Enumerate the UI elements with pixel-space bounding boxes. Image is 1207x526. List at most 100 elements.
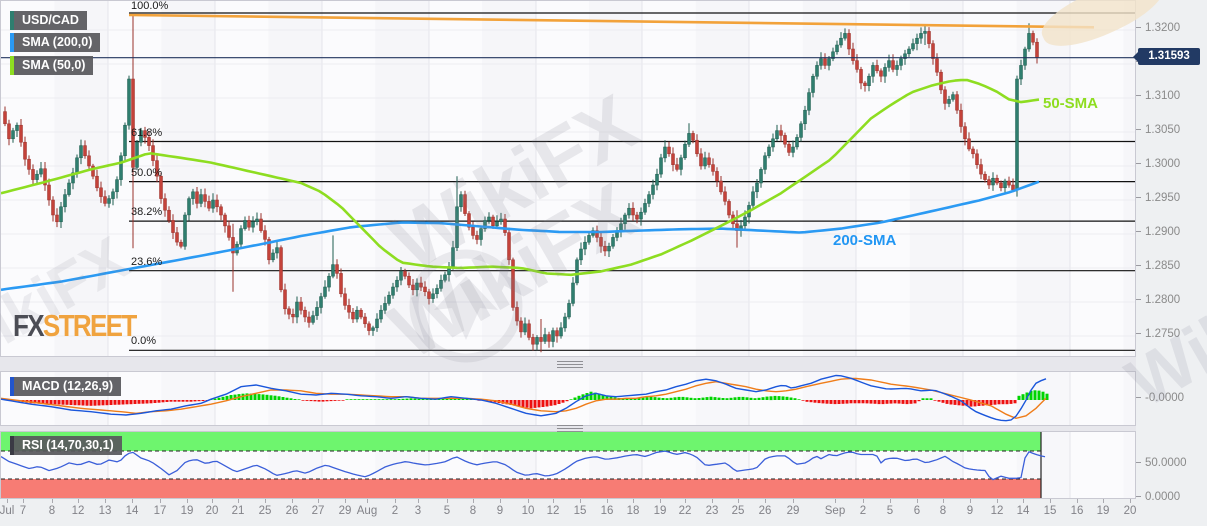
fibonacci-lines (129, 12, 1135, 351)
date-axis-label: Jul (0, 505, 15, 517)
sma50-badge[interactable]: SMA (50,0) (10, 56, 94, 75)
date-axis-label: 13 (98, 505, 112, 517)
price-chart-canvas[interactable] (1, 1, 1135, 356)
date-axis-label: 10 (521, 505, 535, 517)
badge-color-bar (10, 11, 14, 30)
date-axis-tick (997, 499, 998, 503)
axis-tick-icon (1136, 397, 1141, 399)
date-axis-tick (943, 499, 944, 503)
rsi-badge[interactable]: RSI (14,70,30,1) (10, 436, 122, 455)
macd-pane[interactable] (0, 371, 1136, 426)
date-axis-tick (500, 499, 501, 503)
date-axis-tick (132, 499, 133, 503)
date-axis-tick (917, 499, 918, 503)
date-axis-label: 23 (705, 505, 719, 517)
sma200-label: SMA (200,0) (22, 35, 93, 49)
date-axis-tick (1050, 499, 1051, 503)
rsi-oversold-band (1, 479, 1041, 498)
date-axis-tick (367, 499, 368, 503)
date-axis-tick (607, 499, 608, 503)
date-axis-tick (863, 499, 864, 503)
rsi-axis-label: 50.0000 (1136, 457, 1187, 471)
rsi-line (1, 450, 1046, 481)
macd-chart-canvas[interactable] (1, 372, 1135, 425)
sma50-line-label: 50-SMA (1043, 95, 1099, 112)
price-axis-tick: 1.2850 (1136, 260, 1180, 274)
date-axis-tick (7, 499, 8, 503)
date-axis-tick (1023, 499, 1024, 503)
date-axis-tick (793, 499, 794, 503)
date-axis-label: 7 (19, 505, 27, 517)
rsi-label: RSI (14,70,30,1) (22, 438, 114, 452)
date-axis-label: 12 (990, 505, 1004, 517)
date-axis-label: 9 (966, 505, 974, 517)
date-axis-tick (1103, 499, 1104, 503)
sma200-badge[interactable]: SMA (200,0) (10, 33, 101, 52)
price-pane[interactable] (0, 0, 1136, 357)
sma200-line (1, 180, 1040, 292)
date-axis-label: 27 (311, 505, 325, 517)
date-axis-tick (685, 499, 686, 503)
fib-level-label: 38.2% (131, 206, 163, 219)
date-axis-tick (212, 499, 213, 503)
pane-resize-handle[interactable] (557, 361, 583, 369)
date-axis-label: 8 (48, 505, 56, 517)
date-axis-tick (1077, 499, 1078, 503)
rsi-overbought-band (1, 432, 1041, 451)
date-axis-label: 15 (1043, 505, 1057, 517)
date-axis-label: 9 (496, 505, 504, 517)
date-axis-label: 2 (391, 505, 399, 517)
pane-resize-handle[interactable] (557, 425, 583, 433)
date-axis-label: 20 (205, 505, 219, 517)
date-axis-tick (660, 499, 661, 503)
date-axis-label: 16 (600, 505, 614, 517)
date-axis[interactable]: Jul 7 8 12 13 14 17 19 20 21 25 26 27 29 Aug 2 3 5 8 9 10 12 1… (0, 499, 1207, 526)
date-axis-label: 8 (939, 505, 947, 517)
date-axis-tick (78, 499, 79, 503)
date-axis-tick (160, 499, 161, 503)
symbol-badge[interactable]: USD/CAD (10, 11, 87, 30)
sma50-line (1, 78, 1040, 277)
date-axis-label: Aug (356, 505, 378, 517)
rsi-pane[interactable] (0, 431, 1136, 499)
macd-signal-line (1, 377, 1047, 420)
date-axis-label: 6 (913, 505, 921, 517)
date-axis-label: 17 (153, 505, 167, 517)
logo-street: STREET (42, 308, 137, 343)
date-axis-tick (187, 499, 188, 503)
fib-level-label: 23.6% (131, 255, 163, 268)
date-axis-tick (738, 499, 739, 503)
price-axis-tick: 1.3050 (1136, 124, 1180, 138)
date-axis-tick (318, 499, 319, 503)
price-axis-tick: 1.2900 (1136, 226, 1180, 240)
date-axis-label: 29 (338, 505, 352, 517)
price-axis-tick: 1.2750 (1136, 328, 1180, 342)
date-axis-label: 12 (71, 505, 85, 517)
macd-badge[interactable]: MACD (12,26,9) (10, 377, 121, 396)
date-axis-label: 12 (546, 505, 560, 517)
price-axis[interactable]: 1.32001.31501.31001.30501.30001.29501.29… (1136, 0, 1207, 499)
current-price-badge: 1.31593 (1133, 48, 1200, 65)
date-axis-tick (418, 499, 419, 503)
sma200-line-label: 200-SMA (833, 232, 897, 249)
price-axis-tick: 1.2800 (1136, 294, 1180, 308)
rsi-chart-canvas[interactable] (1, 432, 1135, 498)
fib-level-label: 100.0% (131, 0, 169, 12)
macd-line (1, 374, 1047, 422)
date-axis-label: 14 (125, 505, 139, 517)
date-axis-label: 5 (443, 505, 451, 517)
price-axis-tick: 1.3100 (1136, 90, 1180, 104)
badge-color-bar (10, 33, 14, 52)
date-axis-label: 5 (886, 505, 894, 517)
date-axis-tick (52, 499, 53, 503)
date-axis-label: Sep (824, 505, 846, 517)
macd-histogram (1, 390, 1049, 409)
date-axis-tick (553, 499, 554, 503)
date-axis-label: 19 (180, 505, 194, 517)
macd-label: MACD (12,26,9) (22, 379, 113, 393)
fxstreet-logo: FXSTREET (13, 308, 137, 344)
date-axis-label: 21 (231, 505, 245, 517)
date-axis-tick (238, 499, 239, 503)
macd-axis-label: -0.0000 (1136, 392, 1184, 406)
date-axis-tick (345, 499, 346, 503)
